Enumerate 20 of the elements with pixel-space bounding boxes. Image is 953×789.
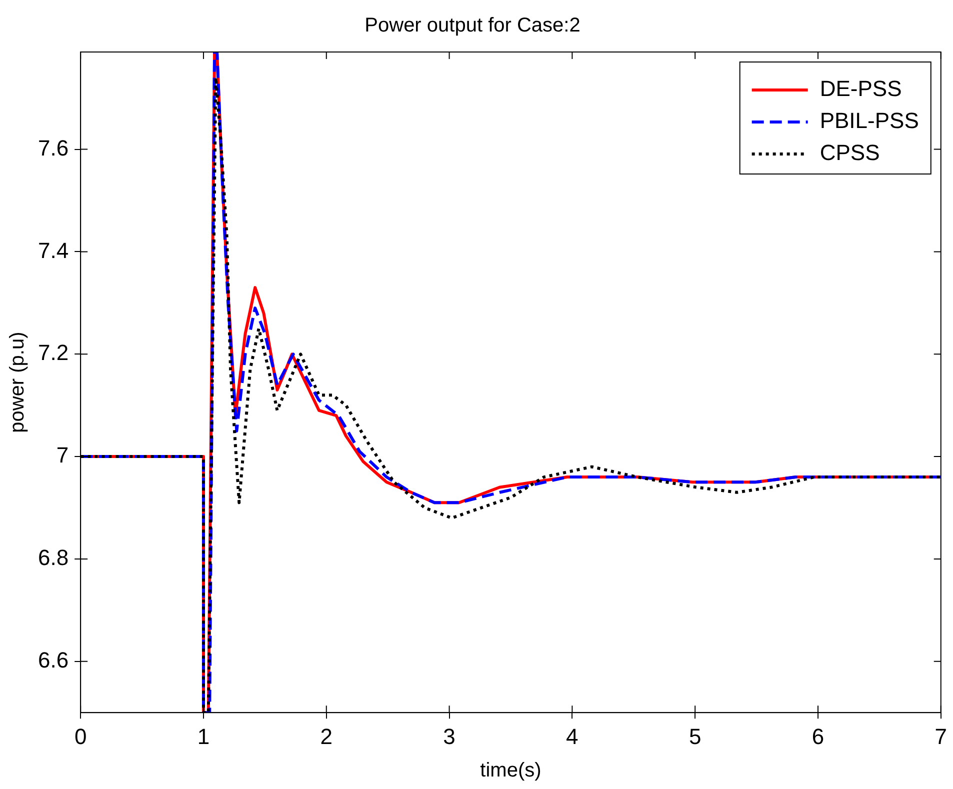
x-tick-label: 4: [566, 724, 578, 749]
y-tick-label: 7.2: [38, 340, 69, 366]
y-tick-label: 6.6: [38, 647, 69, 672]
y-tick-label: 7.4: [38, 238, 69, 263]
x-tick-label: 1: [197, 724, 210, 749]
y-axis-title: power (p.u): [6, 332, 29, 433]
legend-label: PBIL-PSS: [820, 108, 919, 134]
x-axis-title: time(s): [480, 760, 542, 782]
x-tick-label: 5: [688, 724, 702, 749]
x-tick-label: 6: [812, 724, 824, 749]
x-tick-label: 0: [74, 724, 87, 749]
y-tick-label: 7: [56, 442, 69, 468]
x-tick-label: 7: [934, 724, 948, 749]
x-tick-label: 2: [320, 724, 333, 749]
legend-label: CPSS: [820, 140, 880, 166]
legend-label: DE-PSS: [820, 76, 902, 102]
y-tick-label: 6.8: [38, 545, 69, 570]
x-tick-label: 3: [443, 724, 456, 749]
y-tick-label: 7.6: [38, 135, 69, 160]
chart-title: Power output for Case:2: [364, 14, 580, 37]
